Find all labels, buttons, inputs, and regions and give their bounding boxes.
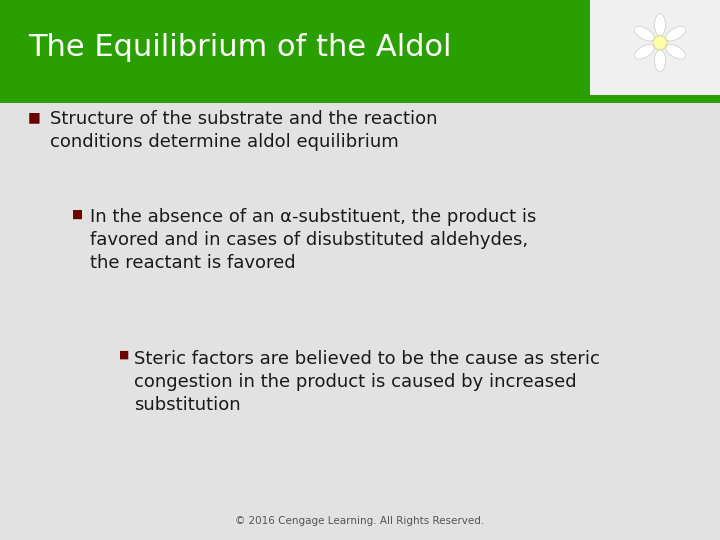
Ellipse shape xyxy=(666,44,685,59)
Text: In the absence of an α-substituent, the product is
favored and in cases of disub: In the absence of an α-substituent, the … xyxy=(90,208,536,272)
Text: Structure of the substrate and the reaction
conditions determine aldol equilibri: Structure of the substrate and the react… xyxy=(50,110,438,151)
Text: Steric factors are believed to be the cause as steric
congestion in the product : Steric factors are believed to be the ca… xyxy=(134,350,600,414)
Text: ■: ■ xyxy=(28,110,41,124)
Circle shape xyxy=(653,36,667,50)
Bar xyxy=(590,0,720,95)
Text: ■: ■ xyxy=(72,208,83,221)
Text: © 2016 Cengage Learning. All Rights Reserved.: © 2016 Cengage Learning. All Rights Rese… xyxy=(235,516,485,526)
Ellipse shape xyxy=(654,14,665,36)
Bar xyxy=(0,95,720,103)
Ellipse shape xyxy=(654,50,665,72)
Ellipse shape xyxy=(666,26,685,41)
Bar xyxy=(0,0,720,95)
Ellipse shape xyxy=(634,44,654,59)
Text: The Equilibrium of the Aldol: The Equilibrium of the Aldol xyxy=(28,33,451,62)
Ellipse shape xyxy=(634,26,654,41)
Text: ■: ■ xyxy=(118,350,128,360)
